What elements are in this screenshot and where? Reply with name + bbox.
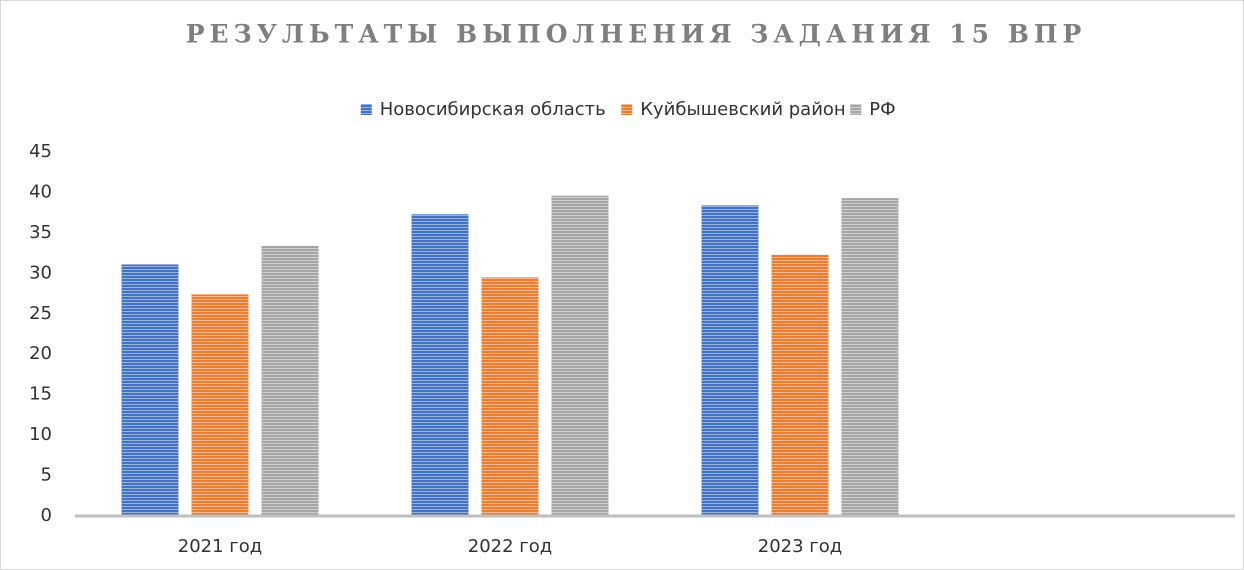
bar (551, 195, 609, 516)
y-tick-label: 15 (29, 384, 52, 405)
x-tick-label: 2023 год (758, 536, 842, 557)
x-tick-label: 2022 год (468, 536, 552, 557)
bar (121, 264, 179, 516)
legend-label: Куйбышевский район (640, 99, 845, 120)
legend-swatch (850, 104, 862, 115)
legend-swatch (360, 104, 372, 115)
y-tick-label: 45 (29, 141, 52, 162)
legend-label: РФ (869, 99, 895, 120)
bar (411, 214, 469, 517)
bar (701, 205, 759, 517)
bar (481, 277, 539, 516)
y-tick-label: 0 (41, 505, 52, 526)
bar (261, 245, 319, 516)
y-tick-label: 30 (29, 262, 52, 283)
y-tick-label: 10 (29, 424, 52, 445)
y-tick-label: 40 (29, 181, 52, 202)
chart-title: РЕЗУЛЬТАТЫ ВЫПОЛНЕНИЯ ЗАДАНИЯ 15 ВПР (186, 20, 1087, 49)
legend-label: Новосибирская область (380, 99, 606, 120)
bar (191, 294, 249, 516)
y-tick-label: 5 (41, 465, 52, 486)
bar (841, 198, 899, 516)
y-tick-label: 35 (29, 222, 52, 243)
x-tick-label: 2021 год (178, 536, 262, 557)
y-tick-label: 20 (29, 343, 52, 364)
bar (771, 254, 829, 516)
legend-swatch (621, 104, 633, 115)
y-tick-label: 25 (29, 303, 52, 324)
